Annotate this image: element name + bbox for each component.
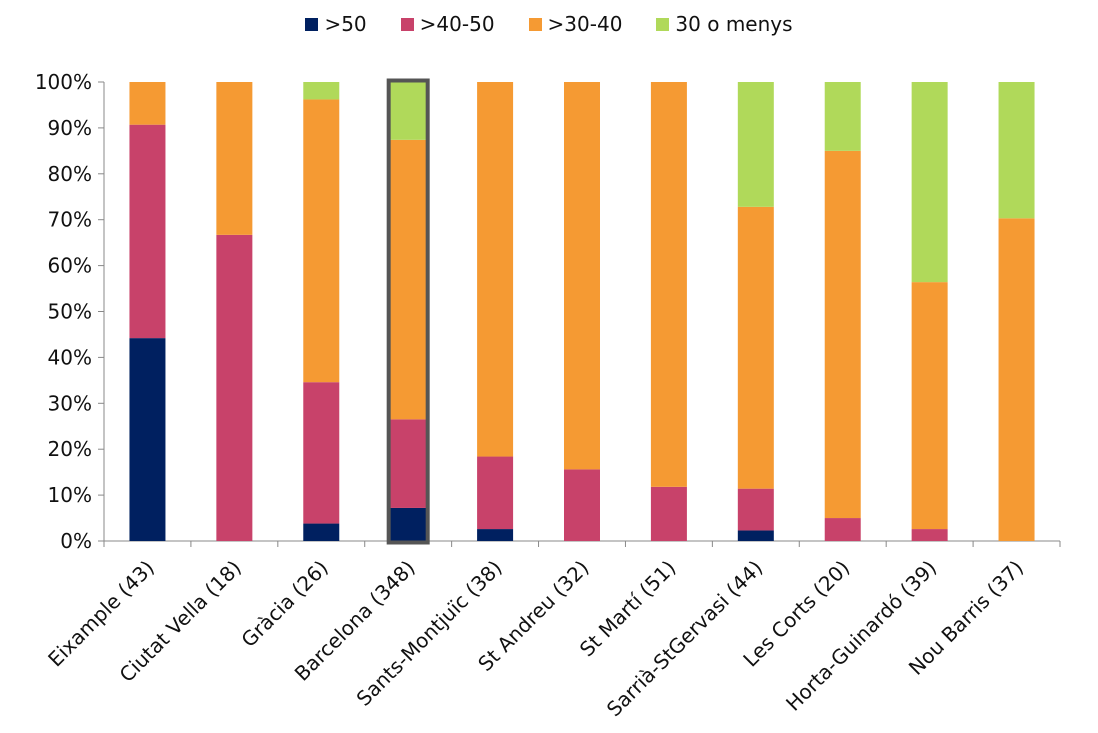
- bar-segment: [737, 206, 774, 489]
- bar-segment: [390, 419, 427, 508]
- y-tick-label: 90%: [48, 116, 92, 140]
- bar-segment: [998, 82, 1035, 219]
- bar-segment: [216, 234, 253, 542]
- bar-segment: [824, 518, 861, 541]
- bar-segment: [650, 82, 687, 487]
- bar-segment: [824, 150, 861, 519]
- x-tick-label: Gràcia (26): [236, 556, 332, 652]
- bar-segment: [564, 469, 600, 541]
- y-tick-label: 30%: [48, 391, 92, 415]
- bar-segment: [477, 82, 514, 457]
- bar-segment: [824, 82, 861, 151]
- bar-segment: [564, 82, 600, 470]
- legend-item-40-50: >40-50: [400, 12, 495, 36]
- legend-item-over-50: >50: [305, 12, 367, 36]
- bar-segment: [737, 530, 774, 541]
- highlight-box: [386, 78, 430, 545]
- y-tick-label: 50%: [48, 300, 92, 324]
- bar-segment: [303, 523, 340, 541]
- legend-swatch: [400, 17, 414, 31]
- y-tick-label: 10%: [48, 483, 92, 507]
- bar-segment: [737, 82, 774, 207]
- bar-segment: [216, 82, 253, 235]
- legend-item-30-40: >30-40: [528, 12, 623, 36]
- legend-label: >30-40: [547, 12, 623, 36]
- bar-segment: [303, 382, 340, 524]
- y-tick-label: 0%: [60, 529, 92, 553]
- legend-swatch: [656, 17, 670, 31]
- bar-segment: [477, 529, 514, 541]
- bar-segment: [390, 139, 427, 420]
- bar-segment: [477, 456, 514, 530]
- x-tick-label: Sarrià-StGervasi (44): [602, 556, 768, 722]
- bar-segment: [390, 507, 427, 541]
- legend-item-30-or-less: 30 o menys: [656, 12, 793, 36]
- bar-segment: [129, 124, 166, 339]
- bar-segment: [303, 82, 340, 100]
- bar-segment: [129, 82, 166, 125]
- y-tick-label: 60%: [48, 254, 92, 278]
- legend-swatch: [305, 17, 319, 31]
- y-tick-label: 20%: [48, 437, 92, 461]
- bar-segment: [911, 282, 948, 530]
- bar-segment: [911, 529, 948, 541]
- chart-legend: >50 >40-50 >30-40 30 o menys: [0, 12, 1098, 36]
- x-tick-label: Horta-Guinardó (39): [781, 556, 941, 716]
- bar-segment: [390, 82, 427, 140]
- legend-label: 30 o menys: [675, 12, 793, 36]
- legend-swatch: [528, 17, 542, 31]
- bar-segment: [998, 218, 1035, 541]
- y-tick-label: 40%: [48, 345, 92, 369]
- y-tick-label: 100%: [35, 70, 92, 94]
- bar-segment: [650, 486, 687, 541]
- y-tick-label: 80%: [48, 162, 92, 186]
- chart-bars: [129, 78, 1035, 545]
- bar-segment: [911, 82, 948, 283]
- bar-segment: [737, 488, 774, 531]
- x-tick-label: Sants-Montjuïc (38): [352, 556, 507, 711]
- chart-labels: Eixample (43)Ciutat Vella (18)Gràcia (26…: [43, 556, 1028, 722]
- bar-segment: [303, 99, 340, 383]
- legend-label: >50: [324, 12, 367, 36]
- bar-segment: [129, 338, 166, 541]
- y-tick-label: 70%: [48, 208, 92, 232]
- chart-axes: 0% 10% 20% 30% 40% 50% 60% 70% 80% 90% 100%: [35, 70, 1061, 553]
- legend-label: >40-50: [419, 12, 495, 36]
